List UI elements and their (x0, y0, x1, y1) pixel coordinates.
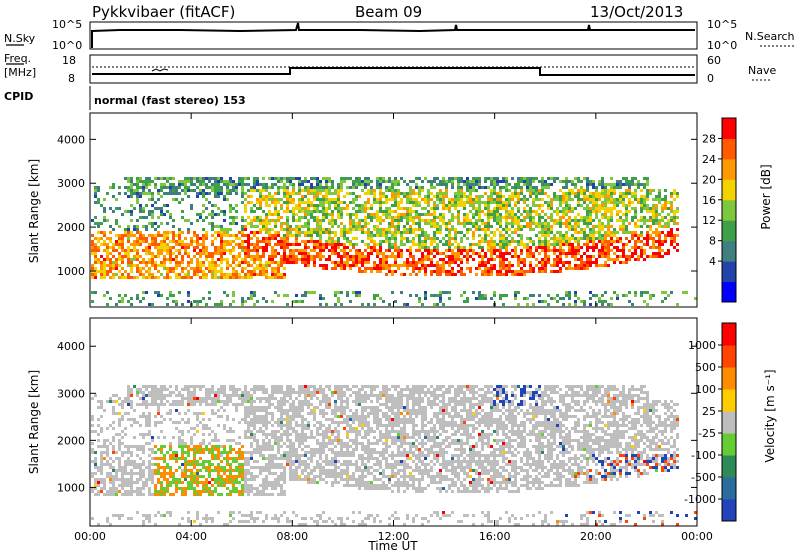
colorbar-tick-label: -1000 (684, 493, 716, 506)
cpid-label: CPID (4, 90, 33, 103)
colorbar-swatch (722, 179, 736, 201)
colorbar-swatch (722, 345, 736, 368)
x-tick-label: 00:00 (74, 530, 106, 543)
colorbar-tick-label: 28 (702, 132, 716, 145)
colorbar-swatch (722, 455, 736, 478)
beam-title: Beam 09 (355, 3, 422, 21)
colorbar-swatch (722, 240, 736, 262)
velocity-colorbar: 1000 500 100 25 -25 -100 -500 -1000 (684, 322, 737, 522)
colorbar-frame (721, 117, 737, 303)
x-tick-label: 20:00 (580, 530, 612, 543)
nsky-tick-bottom: 10^0 (52, 39, 82, 52)
y-tick-label: 4000 (57, 133, 85, 146)
colorbar-tick-label: -25 (698, 427, 716, 440)
x-tick-label: 04:00 (175, 530, 207, 543)
colorbar-tick-label: 24 (702, 153, 716, 166)
colorbar-swatch (722, 411, 736, 434)
freq-label: Freq. (4, 52, 31, 65)
colorbar-swatch (722, 220, 736, 242)
velocity-cbar-label: Velocity [m s⁻¹] (763, 369, 777, 462)
nave-label: Nave (748, 64, 776, 77)
colorbar-swatch (722, 433, 736, 456)
colorbar-swatch (722, 499, 736, 522)
colorbar-tick-label: 1000 (688, 339, 716, 352)
colorbar-tick-label: -500 (691, 471, 716, 484)
freq-unit: [MHz] (4, 66, 36, 79)
colorbar-frame (721, 322, 737, 522)
nsky-line (91, 22, 695, 33)
date-title: 13/Oct/2013 (590, 3, 683, 21)
colorbar-tick-label: 4 (709, 255, 716, 268)
velocity-ylabel: Slant Range [km] (27, 370, 41, 474)
colorbar-swatch (722, 199, 736, 221)
y-tick-label: 2000 (57, 221, 85, 234)
nsky-label: N.Sky (4, 32, 36, 45)
freq-panel (89, 54, 698, 84)
x-tick-label: 12:00 (378, 530, 410, 543)
y-tick-label: 2000 (57, 434, 85, 447)
colorbar-swatch (722, 138, 736, 160)
power-ylabel: Slant Range [km] (27, 159, 41, 263)
nsky-panel (89, 21, 698, 50)
power-colorbar: 28 24 20 16 12 8 4 (702, 117, 737, 303)
colorbar-swatch (722, 389, 736, 412)
freq-tick-bottom: 8 (68, 72, 75, 85)
colorbar-swatch (722, 477, 736, 500)
power-heatmap (91, 177, 697, 306)
y-tick-label: 4000 (57, 340, 85, 353)
colorbar-swatch (722, 281, 736, 303)
colorbar-swatch (722, 323, 736, 346)
y-tick-label: 1000 (57, 481, 85, 494)
y-tick-label: 3000 (57, 177, 85, 190)
power-cbar-label: Power [dB] (759, 164, 773, 229)
colorbar-tick-label: 20 (702, 173, 716, 186)
nsearch-tick-bottom: 10^0 (707, 39, 737, 52)
station-title: Pykkvibaer (fitACF) (92, 3, 235, 21)
x-axis: 00:00 04:00 08:00 12:00 16:00 20:00 00:00 (74, 113, 713, 543)
colorbar-swatch (722, 261, 736, 283)
cpid-text: normal (fast stereo) 153 (94, 94, 246, 107)
colorbar-tick-label: 12 (702, 214, 716, 227)
freq-line (92, 67, 695, 76)
nsky-tick-top: 10^5 (52, 18, 82, 31)
nave-tick-top: 60 (707, 54, 721, 67)
y-tick-label: 3000 (57, 387, 85, 400)
nave-tick-bottom: 0 (707, 72, 714, 85)
y-tick-label: 1000 (57, 265, 85, 278)
freq-tick-top: 18 (62, 54, 76, 67)
colorbar-tick-label: 25 (702, 405, 716, 418)
colorbar-tick-label: 100 (695, 383, 716, 396)
colorbar-tick-label: -100 (691, 449, 716, 462)
colorbar-swatch (722, 158, 736, 180)
power-y-axis: 4000 3000 2000 1000 (57, 133, 697, 278)
colorbar-tick-label: 8 (709, 235, 716, 248)
velocity-y-axis: 4000 3000 2000 1000 (57, 340, 697, 494)
nsearch-label: N.Search (745, 30, 795, 43)
xaxis-label: Time UT (367, 539, 418, 553)
colorbar-swatch (722, 367, 736, 390)
colorbar-tick-label: 16 (702, 194, 716, 207)
nsearch-tick-top: 10^5 (707, 18, 737, 31)
freq-noise (151, 68, 169, 72)
x-tick-label: 16:00 (479, 530, 511, 543)
x-tick-label: 08:00 (276, 530, 308, 543)
colorbar-tick-label: 500 (695, 361, 716, 374)
colorbar-swatch (722, 118, 736, 139)
x-tick-label: 00:00 (681, 530, 713, 543)
velocity-heatmap (91, 385, 697, 526)
